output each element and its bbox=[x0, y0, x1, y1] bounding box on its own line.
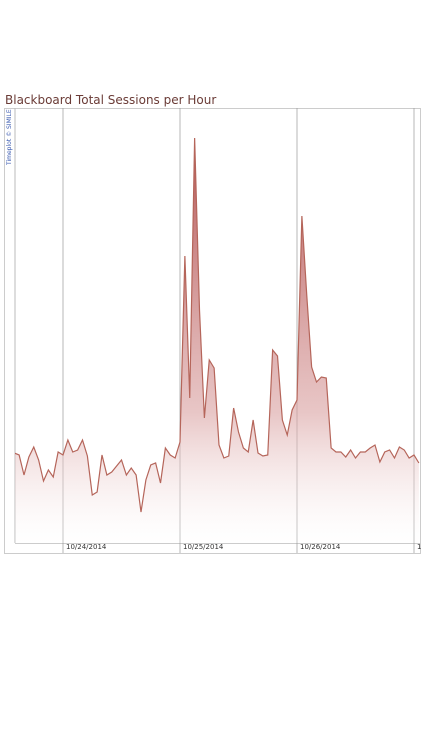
area-fill bbox=[15, 138, 419, 543]
plot-area bbox=[15, 108, 420, 553]
x-tick-label: 1 bbox=[417, 543, 421, 551]
chart-title: Blackboard Total Sessions per Hour bbox=[5, 93, 216, 107]
credit: Timeplot © SIMILE bbox=[6, 109, 13, 166]
x-tick-label: 10/24/2014 bbox=[66, 543, 107, 551]
plot-frame bbox=[4, 108, 421, 554]
x-tick-label: 10/25/2014 bbox=[183, 543, 224, 551]
x-tick-label: 10/26/2014 bbox=[300, 543, 341, 551]
line bbox=[15, 137, 420, 513]
